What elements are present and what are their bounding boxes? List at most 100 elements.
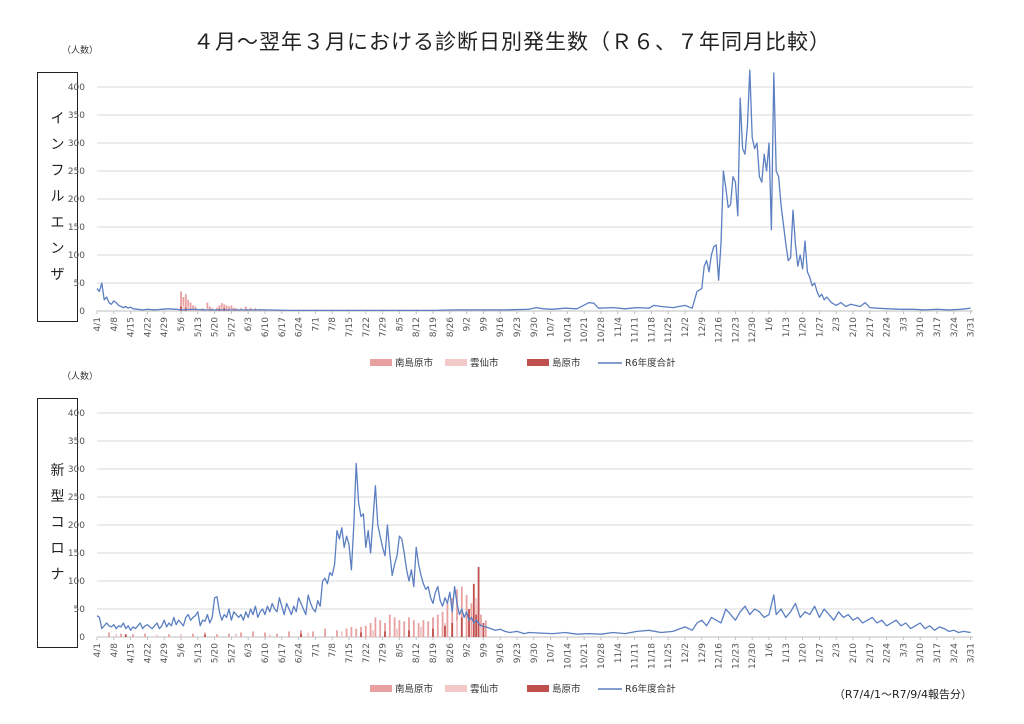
bar: [187, 306, 190, 311]
bar: [398, 620, 401, 637]
x-tick-label: 1/13: [782, 317, 792, 337]
legend-label: 島原市: [552, 683, 581, 695]
legend: 南島原市 雲仙市 島原市 R6年度合計: [370, 357, 676, 369]
bar-series: [180, 291, 262, 311]
y-tick-label: 50: [74, 605, 86, 615]
bar: [460, 586, 463, 637]
bar: [252, 631, 254, 637]
y-tick-label: 250: [68, 167, 85, 177]
series-line: [96, 69, 971, 312]
x-tick-label: 5/13: [194, 317, 204, 337]
bar: [432, 617, 434, 637]
bar: [465, 595, 468, 637]
x-tick-label: 7/29: [379, 643, 389, 663]
x-tick-label: 3/10: [916, 643, 926, 663]
bar: [312, 631, 314, 637]
x-tick-label: 8/5: [395, 317, 405, 331]
x-tick-label: 9/23: [513, 317, 523, 337]
legend-swatch: [527, 359, 549, 366]
legend-label: 南島原市: [395, 683, 434, 695]
x-tick-label: 10/21: [580, 317, 590, 343]
bar: [446, 603, 449, 637]
x-tick-label: 11/4: [614, 643, 624, 663]
y-tick-label: 50: [74, 279, 86, 289]
x-tick-label: 11/4: [614, 317, 624, 337]
bar: [460, 617, 463, 637]
x-tick-label: 11/18: [647, 317, 657, 343]
bar: [451, 623, 454, 637]
x-tick-label: 5/6: [177, 317, 187, 332]
x-tick-label: 11/11: [631, 317, 641, 343]
bar: [408, 617, 410, 637]
x-tick-label: 7/1: [311, 643, 321, 657]
y-tick-label: 200: [68, 521, 85, 531]
legend-swatch: [527, 685, 549, 692]
y-tick-label: 300: [68, 465, 85, 475]
legend-label: R6年度合計: [625, 357, 676, 369]
bar: [360, 632, 362, 637]
x-tick-label: 9/2: [463, 317, 473, 331]
y-unit-label: （人数）: [62, 44, 98, 56]
x-tick-label: 12/9: [698, 643, 708, 663]
y-tick-label: 150: [68, 549, 85, 559]
x-tick-label: 12/16: [715, 317, 725, 343]
bar: [384, 623, 386, 637]
x-tick-label: 7/8: [328, 643, 338, 658]
bar: [475, 614, 478, 637]
x-tick-label: 1/20: [799, 317, 809, 337]
bar: [156, 634, 158, 637]
legend-label: 雲仙市: [470, 683, 499, 695]
bar: [300, 633, 302, 637]
bar: [472, 583, 475, 637]
x-tick-label: 9/16: [496, 317, 506, 337]
bar: [235, 633, 238, 637]
x-tick-label: 3/24: [950, 643, 960, 663]
bar: [307, 632, 310, 637]
bar: [408, 630, 410, 637]
x-tick-label: 4/15: [127, 643, 137, 663]
bar: [364, 625, 367, 637]
x-tick-label: 2/17: [866, 643, 876, 663]
x-tick-label: 4/22: [143, 317, 153, 337]
bar: [336, 630, 338, 637]
x-tick-label: 7/1: [311, 317, 321, 331]
x-tick-label: 8/19: [429, 643, 439, 663]
x-tick-label: 6/10: [261, 317, 271, 337]
y-tick-label: 350: [68, 111, 85, 121]
chart-0: （人数） 0 50 100 150 200 250 300 350 400 4/1 4/8 4/15 4/…: [62, 44, 977, 369]
bar: [480, 625, 482, 637]
report-period-note: （R7/4/1～R7/9/4報告分）: [833, 688, 972, 701]
y-tick-label: 200: [68, 195, 85, 205]
side-label-char: 型: [50, 489, 65, 505]
x-tick-label: 2/3: [832, 643, 842, 657]
x-tick-label: 9/30: [530, 317, 540, 337]
bar: [379, 620, 382, 637]
bar: [427, 621, 430, 637]
x-tick-label: 10/28: [597, 643, 607, 669]
x-tick-label: 3/24: [950, 317, 960, 337]
bar: [417, 623, 420, 637]
x-tick-label: 2/10: [849, 643, 859, 663]
legend-label: 雲仙市: [470, 357, 499, 369]
bar: [444, 625, 446, 637]
x-tick-label: 9/9: [479, 643, 489, 658]
bar: [388, 614, 391, 637]
x-tick-label: 9/16: [496, 643, 506, 663]
bar: [345, 628, 348, 637]
x-tick-label: 1/13: [782, 643, 792, 663]
side-label-influenza: インフルエンザ: [37, 72, 78, 322]
bar: [422, 620, 425, 637]
x-tick-label: 10/28: [597, 317, 607, 343]
x-tick-label: 4/1: [93, 643, 103, 657]
bar: [192, 633, 194, 637]
bar: [420, 626, 422, 637]
bar: [470, 603, 473, 637]
bar: [360, 626, 362, 637]
bar: [228, 633, 230, 637]
x-tick-label: 4/29: [160, 317, 170, 337]
bar: [180, 306, 182, 311]
x-tick-label: 8/26: [446, 317, 456, 337]
x-tick-label: 5/20: [211, 643, 221, 663]
